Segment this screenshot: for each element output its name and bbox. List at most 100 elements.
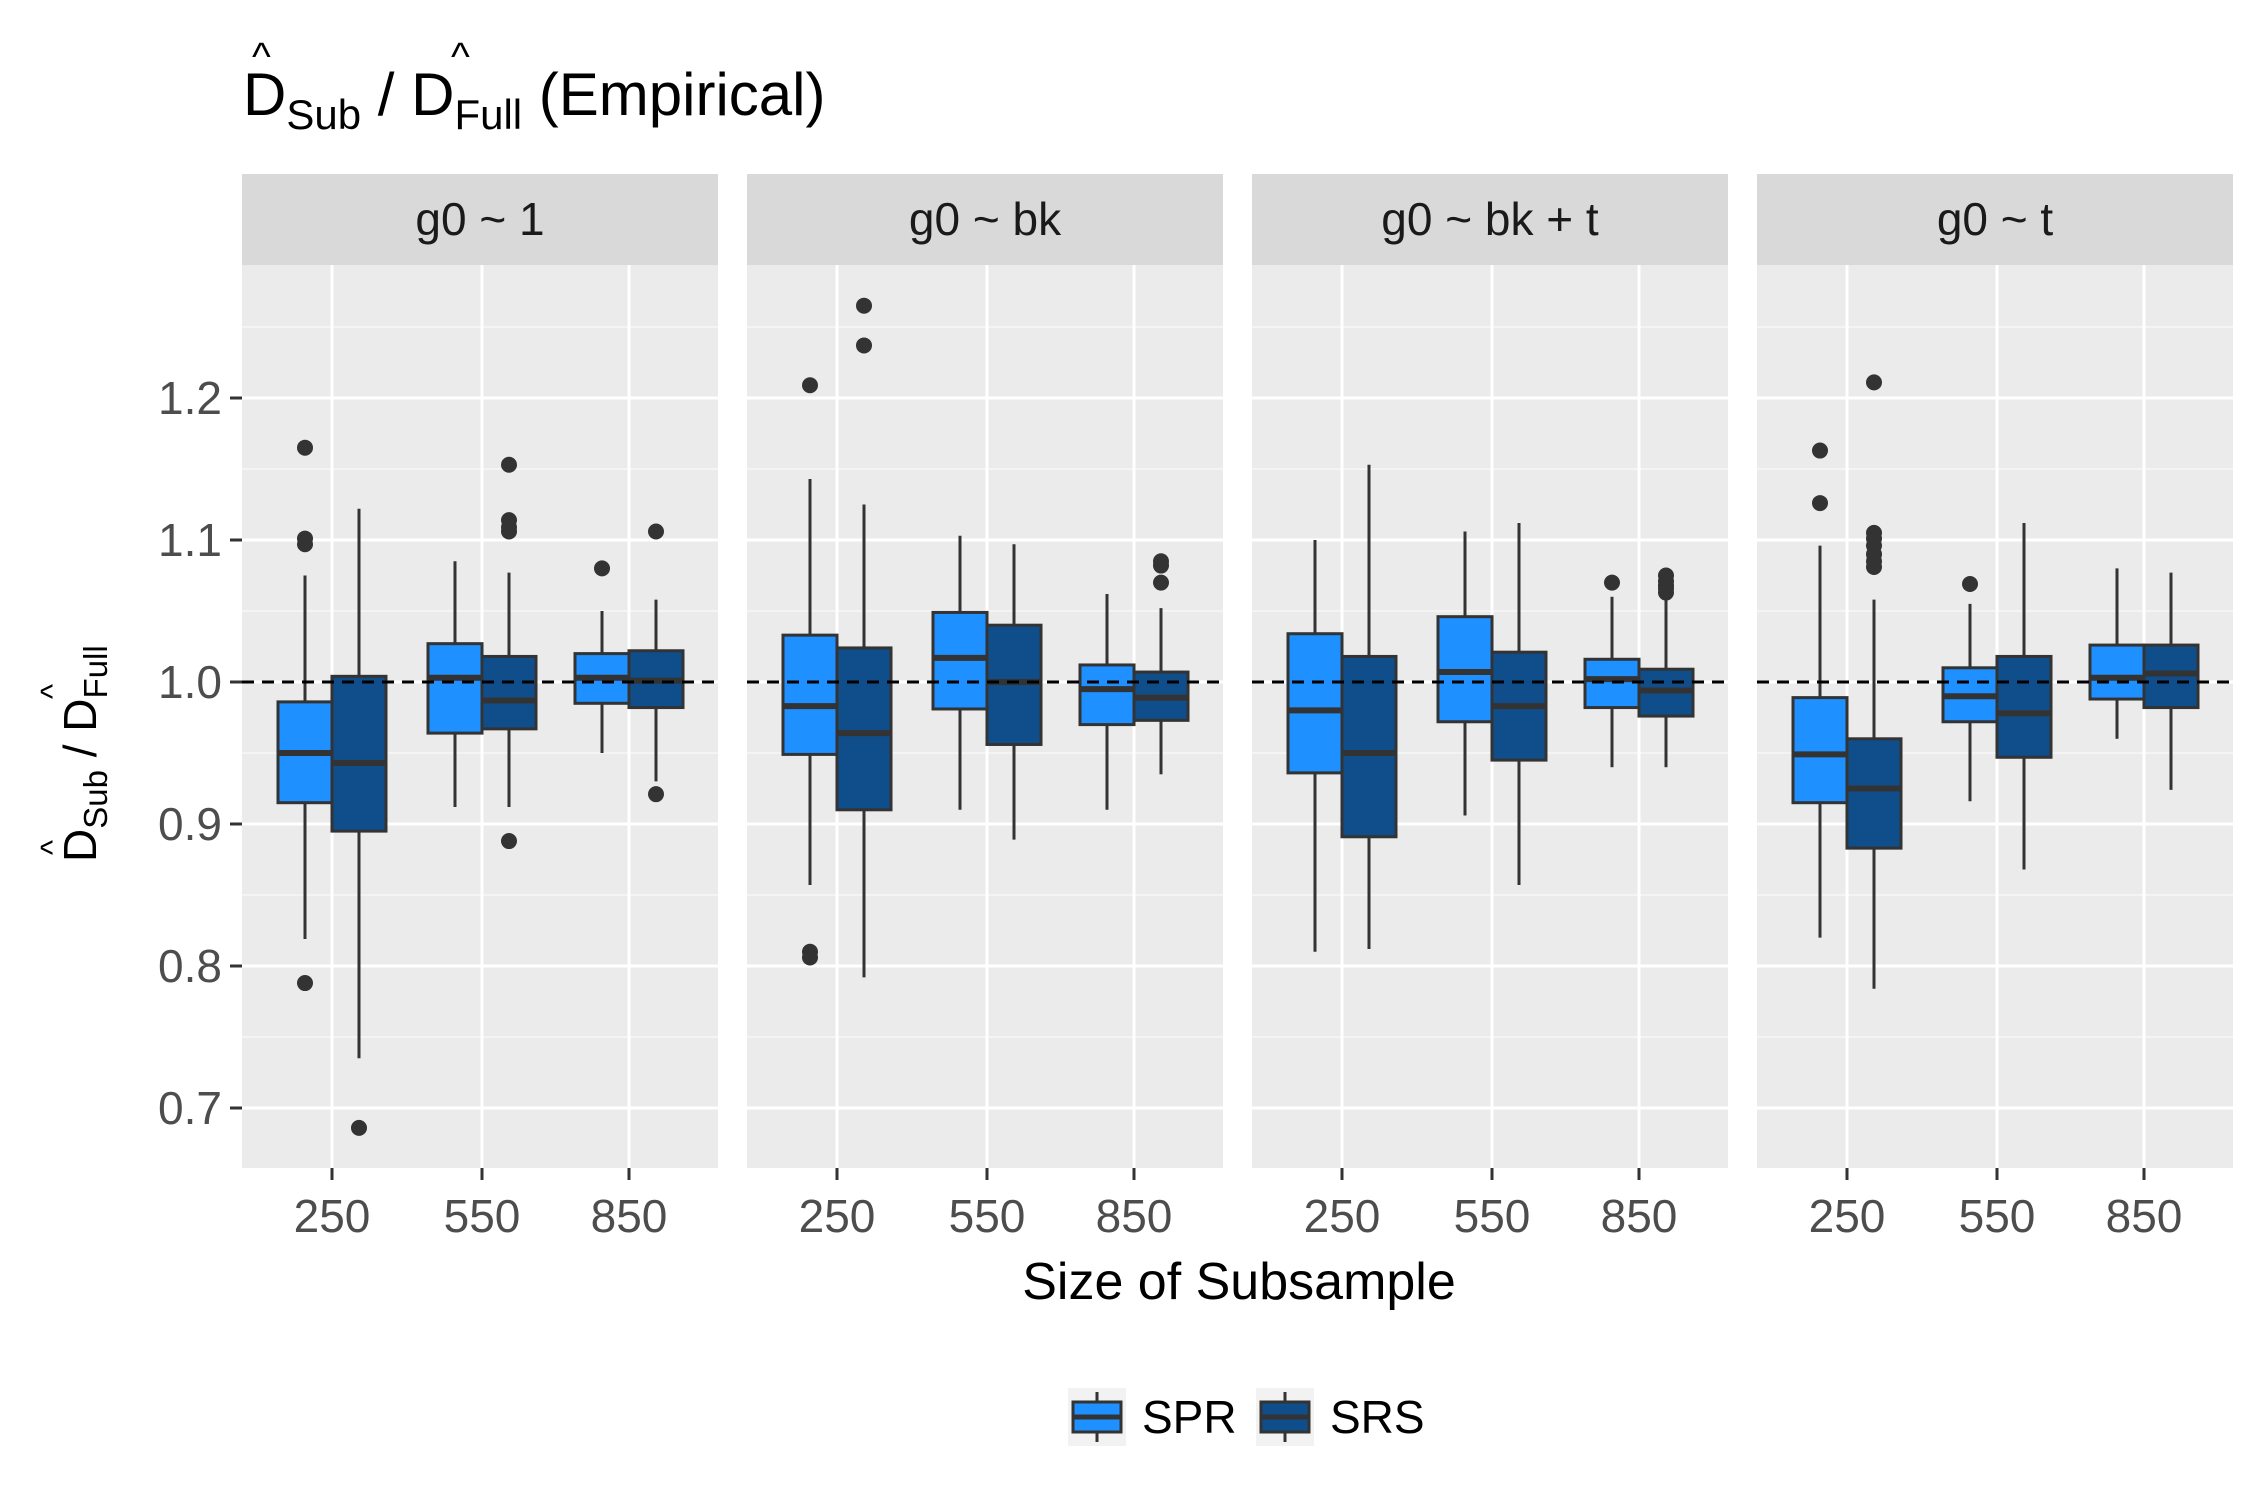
box-spr-550 bbox=[1436, 531, 1494, 816]
box-srs-550 bbox=[1490, 522, 1548, 886]
box-body bbox=[1791, 696, 1849, 805]
ylabel-prefix: D bbox=[54, 829, 106, 862]
x-tick-label: 250 bbox=[799, 1190, 876, 1242]
x-tick-label: 850 bbox=[2106, 1190, 2183, 1242]
outlier-point bbox=[648, 523, 664, 540]
outlier-point bbox=[1658, 584, 1674, 601]
title-mid: D bbox=[411, 61, 454, 128]
panel-strip bbox=[1252, 174, 1728, 265]
outlier-point bbox=[1604, 574, 1620, 591]
box-spr-250 bbox=[1286, 540, 1344, 952]
box-body bbox=[1340, 654, 1398, 839]
outlier-point bbox=[594, 560, 610, 577]
title-separator: / bbox=[361, 61, 411, 128]
panel: g0 ~ 1 250 550 850 bbox=[242, 174, 718, 1242]
legend: SPR SRS bbox=[1068, 1388, 1425, 1446]
box-srs-550 bbox=[985, 544, 1043, 840]
title-text: DSub / DFull (Empirical) bbox=[243, 61, 825, 138]
ylabel-sub-1: Sub bbox=[77, 770, 114, 829]
outlier-point bbox=[856, 337, 872, 354]
box-body bbox=[1995, 654, 2053, 759]
box-body bbox=[1845, 737, 1903, 850]
box-spr-850 bbox=[573, 560, 631, 753]
panel: g0 ~ bk + t 250 550 850 bbox=[1252, 174, 1728, 1242]
outlier-point bbox=[802, 943, 818, 960]
box-srs-850 bbox=[1132, 553, 1190, 775]
panel-strip-label: g0 ~ bk + t bbox=[1381, 193, 1599, 245]
y-tick-label: 0.8 bbox=[158, 940, 222, 992]
box-body bbox=[426, 642, 484, 735]
legend-label-srs: SRS bbox=[1330, 1391, 1425, 1443]
x-tick-label: 250 bbox=[294, 1190, 371, 1242]
x-tick-label: 850 bbox=[591, 1190, 668, 1242]
panel-strip-label: g0 ~ bk bbox=[909, 193, 1062, 245]
panel-strip bbox=[242, 174, 718, 265]
x-tick-label: 850 bbox=[1096, 1190, 1173, 1242]
outlier-point bbox=[1866, 558, 1882, 575]
box-srs-250 bbox=[1845, 374, 1903, 989]
x-tick-label: 550 bbox=[1959, 1190, 2036, 1242]
ylabel-mid: D bbox=[54, 698, 106, 731]
box-body bbox=[1286, 632, 1344, 775]
panel-strip-label: g0 ~ t bbox=[1937, 193, 2054, 245]
outlier-point bbox=[297, 530, 313, 547]
box-body bbox=[330, 674, 388, 833]
title-sub-2: Full bbox=[454, 91, 522, 138]
panel: g0 ~ bk 250 550 850 bbox=[747, 174, 1223, 1242]
chart-title: ^ DSub / DFull (Empirical) ^ bbox=[243, 35, 825, 138]
box-body bbox=[835, 646, 893, 812]
box-srs-250 bbox=[330, 508, 388, 1136]
y-tick-label: 1.1 bbox=[158, 514, 222, 566]
box-body bbox=[480, 654, 538, 731]
outlier-point bbox=[1812, 442, 1828, 459]
legend-item-srs: SRS bbox=[1256, 1388, 1425, 1446]
facet-panels: g0 ~ 1 250 550 850 g0 ~ bk 250 550 850 g0 ~ bk +… bbox=[242, 174, 2233, 1242]
box-spr-250 bbox=[781, 377, 839, 966]
outlier-point bbox=[297, 975, 313, 992]
x-axis-label: Size of Subsample bbox=[1022, 1253, 1456, 1311]
title-suffix: (Empirical) bbox=[522, 61, 825, 128]
y-axis: 0.7 0.8 0.9 1.0 1.1 1.2 bbox=[158, 372, 242, 1134]
panel-strip bbox=[747, 174, 1223, 265]
outlier-point bbox=[648, 786, 664, 803]
ylabel-hat-2: ^ bbox=[34, 684, 70, 699]
outlier-point bbox=[501, 523, 517, 540]
title-hat-2: ^ bbox=[451, 35, 470, 79]
outlier-point bbox=[501, 456, 517, 473]
box-srs-250 bbox=[1340, 464, 1398, 949]
y-tick-label: 1.2 bbox=[158, 372, 222, 424]
y-tick-label: 0.7 bbox=[158, 1082, 222, 1134]
outlier-point bbox=[1153, 557, 1169, 574]
box-spr-550 bbox=[1941, 576, 1999, 802]
box-body bbox=[2088, 643, 2146, 701]
y-axis-label-text: DSub / DFull bbox=[54, 645, 114, 862]
outlier-point bbox=[1812, 495, 1828, 512]
outlier-point bbox=[1153, 574, 1169, 591]
x-tick-label: 250 bbox=[1809, 1190, 1886, 1242]
box-body bbox=[781, 633, 839, 756]
box-srs-550 bbox=[480, 456, 538, 850]
x-tick-label: 550 bbox=[444, 1190, 521, 1242]
ylabel-hat-1: ^ bbox=[34, 840, 70, 855]
panel-strip-label: g0 ~ 1 bbox=[415, 193, 544, 245]
legend-item-spr: SPR bbox=[1068, 1388, 1237, 1446]
box-srs-550 bbox=[1995, 522, 2053, 870]
ylabel-separator: / bbox=[54, 732, 106, 770]
outlier-point bbox=[501, 833, 517, 850]
title-hat-1: ^ bbox=[252, 35, 271, 79]
ylabel-sub-2: Full bbox=[77, 645, 114, 698]
box-srs-850 bbox=[627, 523, 685, 803]
panel: g0 ~ t 250 550 850 bbox=[1757, 174, 2233, 1242]
y-axis-label: DSub / DFull ^ ^ bbox=[34, 645, 114, 862]
box-spr-850 bbox=[1078, 593, 1136, 810]
outlier-point bbox=[1866, 374, 1882, 391]
title-prefix: D bbox=[243, 61, 286, 128]
x-tick-label: 550 bbox=[1454, 1190, 1531, 1242]
box-srs-850 bbox=[2142, 572, 2200, 790]
box-spr-550 bbox=[426, 561, 484, 807]
y-tick-label: 0.9 bbox=[158, 798, 222, 850]
outlier-point bbox=[802, 377, 818, 394]
box-srs-850 bbox=[1637, 567, 1695, 768]
box-spr-250 bbox=[1791, 442, 1849, 938]
